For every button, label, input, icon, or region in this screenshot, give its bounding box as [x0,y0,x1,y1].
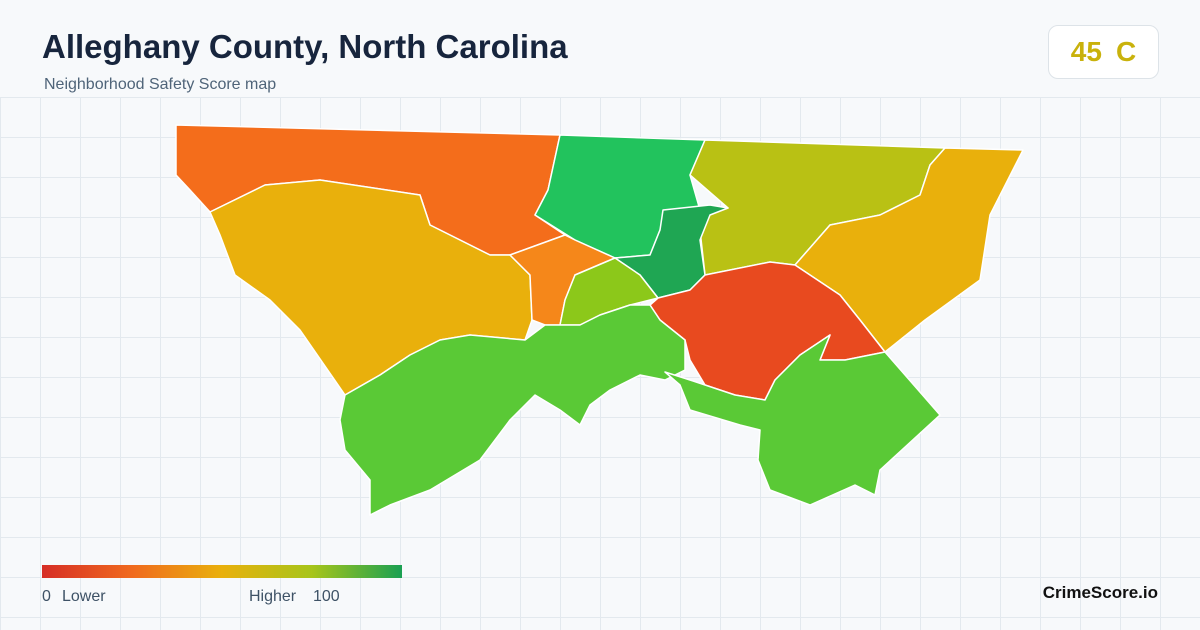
region [339,304,686,516]
legend-max-label: Higher [249,588,297,605]
score-grade: C [1115,36,1137,67]
region [664,334,941,506]
subtitle: Neighborhood Safety Score map [44,76,277,93]
legend-min: 0 [42,588,51,605]
legend-gradient [42,565,402,578]
score-badge: 45 C [1048,25,1159,79]
legend-min-label: Lower [62,588,106,605]
score-value: 45 [1070,36,1102,67]
title: Alleghany County, North Carolina [42,28,568,65]
legend-max: 100 [313,588,340,605]
brand: CrimeScore.io [1042,583,1158,602]
